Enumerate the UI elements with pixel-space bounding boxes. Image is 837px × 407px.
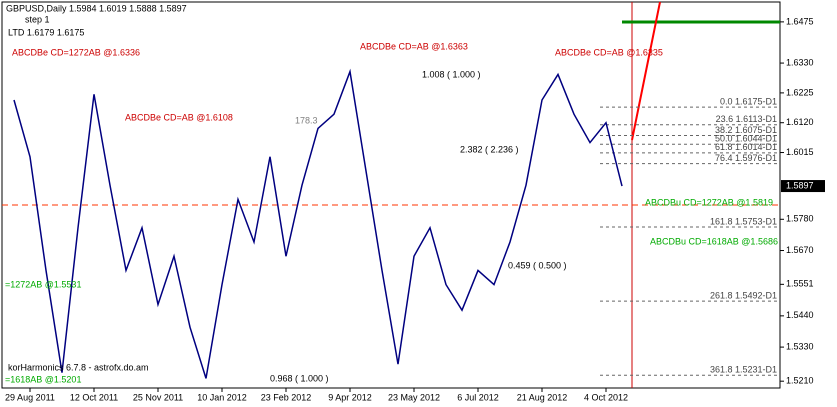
annotation: 0.968 ( 1.000 ) [270, 373, 329, 383]
price-line [13, 68, 623, 379]
y-tick-label: 1.5210 [786, 376, 814, 386]
fib-label: 76.4 1.5976-D1 [715, 153, 777, 163]
annotation: ABCDBu CD=1618AB @1.5686 [650, 236, 778, 246]
y-tick-label: 1.5551 [786, 279, 814, 289]
fib-label: 161.8 1.5753-D1 [710, 216, 777, 226]
annotation: korHarmonics 6.7.8 - astrofx.do.am [8, 362, 149, 372]
fib-label: 0.0 1.6175-D1 [720, 96, 777, 106]
x-tick-label: 9 Apr 2012 [328, 392, 372, 402]
y-tick-label: 1.5330 [786, 341, 814, 351]
annotation: =1272AB @1.5531 [5, 279, 81, 289]
y-tick-label: 1.5670 [786, 245, 814, 255]
x-tick-label: 10 Jan 2012 [197, 392, 247, 402]
annotation: step 1 [25, 14, 50, 24]
y-tick-label: 1.6475 [786, 16, 814, 26]
annotation: ABCDBu CD=1272AB @1.5819 [645, 197, 773, 207]
x-tick-label: 23 Feb 2012 [261, 392, 312, 402]
x-tick-label: 12 Oct 2011 [70, 392, 118, 402]
annotation: =1618AB @1.5201 [5, 374, 81, 384]
x-tick-label: 4 Oct 2012 [584, 392, 628, 402]
fib-label: 23.6 1.6113-D1 [716, 114, 777, 124]
annotation: ABCDBe CD=1272AB @1.6336 [12, 47, 140, 57]
annotation: ABCDBe CD=AB @1.6108 [125, 112, 233, 122]
x-tick-label: 21 Aug 2012 [517, 392, 568, 402]
annotation: ABCDBe CD=AB @1.6335 [555, 47, 663, 57]
annotation: 2.382 ( 2.236 ) [460, 144, 519, 154]
annotation: ABCDBe CD=AB @1.6363 [360, 41, 468, 51]
y-tick-label: 1.6120 [786, 117, 814, 127]
y-tick-label: 1.6015 [786, 147, 814, 157]
fib-label: 361.8 1.5231-D1 [710, 365, 777, 375]
last-price-label: 1.5897 [786, 180, 814, 190]
plot-frame [1, 1, 781, 389]
y-tick-label: 1.5780 [786, 214, 814, 224]
x-tick-label: 23 May 2012 [388, 392, 440, 402]
y-tick-label: 1.6225 [786, 87, 814, 97]
annotation: 0.459 ( 0.500 ) [508, 260, 567, 270]
annotation: 1.008 ( 1.000 ) [422, 69, 481, 79]
fib-label: 61.8 1.6014-D1 [715, 142, 777, 152]
x-tick-label: 25 Nov 2011 [133, 392, 183, 402]
y-tick-label: 1.6330 [786, 57, 814, 67]
fib-label: 38.2 1.6075-D1 [715, 125, 777, 135]
fib-label: 261.8 1.5492-D1 [710, 290, 777, 300]
y-tick-label: 1.5440 [786, 310, 814, 320]
fib-label: 50.0 1.6044-D1 [715, 134, 777, 144]
chart-title: GBPUSD,Daily 1.5984 1.6019 1.5888 1.5897 [6, 3, 187, 13]
x-tick-label: 29 Aug 2011 [5, 392, 55, 402]
x-tick-label: 6 Jul 2012 [457, 392, 499, 402]
annotation: LTD 1.6179 1.6175 [8, 27, 84, 37]
trend-line [631, 1, 661, 141]
last-price-box [781, 180, 825, 193]
annotation: 178.3 [295, 115, 318, 125]
